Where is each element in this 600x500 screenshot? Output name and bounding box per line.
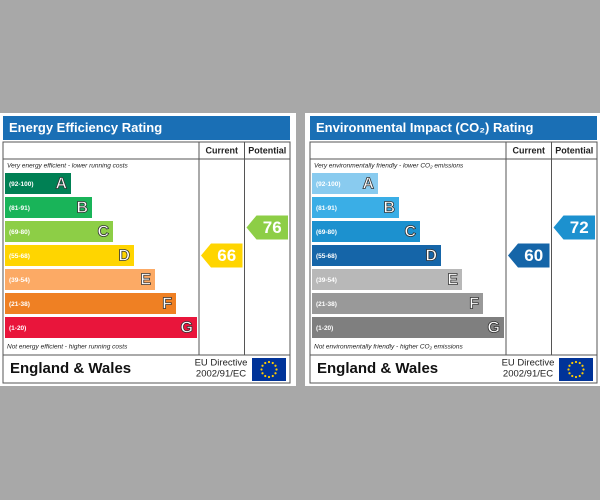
eu-star: [260, 368, 263, 371]
band-range: (1-20): [9, 325, 26, 332]
band: [312, 173, 378, 194]
band-letter: F: [162, 296, 172, 313]
band-letter: D: [118, 248, 130, 265]
band: [312, 197, 399, 218]
directive: 2002/91/EC: [503, 369, 553, 380]
eu-star: [581, 364, 584, 367]
eu-star: [275, 368, 278, 371]
panel-title: Energy Efficiency Rating: [9, 120, 162, 135]
band: [312, 221, 420, 242]
eu-star: [261, 364, 264, 367]
rating-arrow: [553, 215, 595, 240]
band-range: (55-68): [9, 253, 30, 260]
bottom-note: Not environmentally friendly - higher CO…: [314, 344, 464, 351]
band-range: (55-68): [316, 253, 337, 260]
column-header: Potential: [248, 145, 286, 155]
directive: EU Directive: [502, 358, 555, 369]
eu-star: [578, 374, 581, 378]
band-letter: E: [140, 272, 151, 289]
eu-star: [578, 361, 581, 365]
eu-flag: [559, 358, 593, 381]
band: [312, 269, 462, 290]
band-letter: E: [447, 272, 458, 289]
eu-star: [582, 368, 585, 371]
rating-arrow: [201, 243, 243, 268]
eu-star: [581, 372, 584, 375]
region: England & Wales: [317, 360, 438, 377]
band: [5, 197, 92, 218]
band-letter: B: [383, 200, 395, 217]
eu-star: [568, 372, 571, 375]
band: [5, 317, 197, 338]
band: [5, 293, 176, 314]
bottom-note: Not energy efficient - higher running co…: [7, 344, 128, 351]
band: [312, 317, 504, 338]
frame: [2, 141, 291, 384]
directive: 2002/91/EC: [196, 369, 246, 380]
band-range: (81-91): [316, 205, 337, 212]
eu-star: [261, 372, 264, 375]
band-range: (1-20): [316, 325, 333, 332]
top-note: Very energy efficient - lower running co…: [7, 163, 129, 170]
band-letter: A: [55, 176, 67, 193]
eu-star: [571, 361, 574, 365]
band-range: (81-91): [9, 205, 30, 212]
eu-star: [571, 374, 574, 378]
column-header: Potential: [555, 145, 593, 155]
band-letter: B: [76, 200, 88, 217]
eu-star: [271, 374, 274, 378]
eu-star: [567, 368, 570, 371]
band: [5, 245, 134, 266]
region: England & Wales: [10, 360, 131, 377]
band-range: (21-38): [9, 301, 30, 308]
band-letter: D: [425, 248, 437, 265]
rating-value: 66: [217, 246, 236, 265]
rating-arrow: [246, 215, 288, 240]
eu-star: [274, 364, 277, 367]
rating-value: 72: [570, 218, 589, 237]
band-range: (39-54): [9, 277, 30, 284]
band: [5, 269, 155, 290]
band-letter: F: [469, 296, 479, 313]
band-range: (39-54): [316, 277, 337, 284]
band-letter: C: [404, 224, 416, 241]
rating-value: 76: [263, 218, 282, 237]
eu-star: [274, 372, 277, 375]
rating-value: 60: [524, 246, 543, 265]
title-bar: [310, 116, 597, 140]
band-letter: C: [97, 224, 109, 241]
eu-star: [568, 364, 571, 367]
band-range: (92-100): [9, 181, 34, 188]
eu-star: [267, 375, 271, 379]
top-note: Very environmentally friendly - lower CO…: [314, 163, 464, 170]
column-header: Current: [512, 145, 545, 155]
band: [312, 293, 483, 314]
band: [312, 245, 441, 266]
eu-flag: [252, 358, 286, 381]
band-letter: G: [488, 320, 500, 337]
directive: EU Directive: [195, 358, 248, 369]
frame: [309, 141, 598, 384]
rating-arrow: [508, 243, 550, 268]
band: [5, 173, 71, 194]
column-header: Current: [205, 145, 238, 155]
band-letter: G: [181, 320, 193, 337]
title-bar: [3, 116, 290, 140]
eu-star: [264, 374, 267, 378]
eu-star: [574, 375, 578, 379]
eu-star: [267, 360, 271, 364]
band-range: (92-100): [316, 181, 341, 188]
eu-star: [264, 361, 267, 365]
eu-star: [574, 360, 578, 364]
band-range: (69-80): [9, 229, 30, 236]
band-range: (21-38): [316, 301, 337, 308]
band: [5, 221, 113, 242]
panel-title: Environmental Impact (CO₂) Rating: [316, 120, 533, 135]
band-letter: A: [362, 176, 374, 193]
eu-star: [271, 361, 274, 365]
band-range: (69-80): [316, 229, 337, 236]
